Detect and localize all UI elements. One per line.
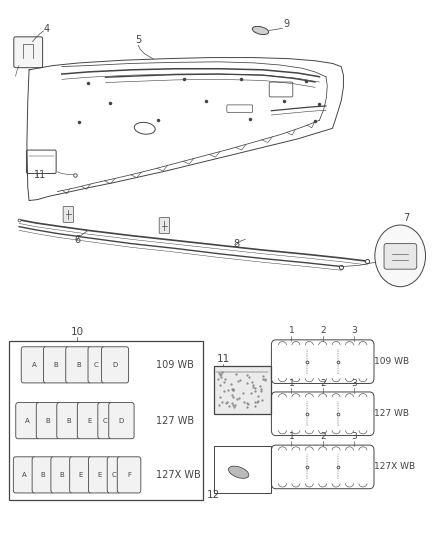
Text: D: D bbox=[113, 362, 118, 368]
Text: A: A bbox=[22, 472, 27, 478]
Text: 3: 3 bbox=[351, 378, 357, 387]
FancyBboxPatch shape bbox=[70, 457, 92, 493]
FancyBboxPatch shape bbox=[63, 206, 74, 222]
FancyBboxPatch shape bbox=[14, 37, 42, 68]
FancyBboxPatch shape bbox=[32, 457, 54, 493]
Text: 12: 12 bbox=[207, 490, 220, 500]
Text: D: D bbox=[119, 418, 124, 424]
Text: 11: 11 bbox=[217, 354, 230, 364]
Text: C: C bbox=[94, 362, 99, 368]
Ellipse shape bbox=[229, 466, 249, 478]
Text: 109 WB: 109 WB bbox=[155, 360, 194, 370]
Text: 1: 1 bbox=[289, 327, 294, 335]
FancyBboxPatch shape bbox=[57, 402, 81, 439]
Text: E: E bbox=[78, 472, 83, 478]
Text: 3: 3 bbox=[351, 327, 357, 335]
Text: A: A bbox=[32, 362, 36, 368]
Text: 2: 2 bbox=[320, 378, 325, 387]
Text: 9: 9 bbox=[284, 19, 290, 29]
FancyBboxPatch shape bbox=[88, 347, 105, 383]
FancyBboxPatch shape bbox=[88, 457, 110, 493]
FancyBboxPatch shape bbox=[159, 217, 170, 233]
Text: A: A bbox=[25, 418, 30, 424]
FancyBboxPatch shape bbox=[78, 402, 101, 439]
Circle shape bbox=[375, 225, 426, 287]
Text: 5: 5 bbox=[135, 35, 141, 45]
Text: 10: 10 bbox=[71, 327, 84, 336]
FancyBboxPatch shape bbox=[117, 457, 141, 493]
FancyBboxPatch shape bbox=[214, 367, 271, 414]
Text: B: B bbox=[54, 362, 59, 368]
Text: 11: 11 bbox=[34, 170, 46, 180]
Text: 1: 1 bbox=[289, 378, 294, 387]
Text: B: B bbox=[41, 472, 46, 478]
FancyBboxPatch shape bbox=[98, 402, 112, 439]
Text: 127 WB: 127 WB bbox=[155, 416, 194, 426]
Text: 2: 2 bbox=[320, 432, 325, 441]
Text: C: C bbox=[102, 418, 107, 424]
Text: 7: 7 bbox=[403, 213, 409, 223]
FancyBboxPatch shape bbox=[107, 457, 120, 493]
Ellipse shape bbox=[252, 27, 268, 35]
FancyBboxPatch shape bbox=[16, 402, 39, 439]
FancyBboxPatch shape bbox=[43, 347, 69, 383]
FancyBboxPatch shape bbox=[51, 457, 73, 493]
Text: E: E bbox=[97, 472, 102, 478]
FancyBboxPatch shape bbox=[13, 457, 35, 493]
Text: B: B bbox=[76, 362, 81, 368]
Text: B: B bbox=[60, 472, 64, 478]
Text: 2: 2 bbox=[320, 327, 325, 335]
Text: 127X WB: 127X WB bbox=[155, 470, 201, 480]
Text: 3: 3 bbox=[351, 432, 357, 441]
Text: 109 WB: 109 WB bbox=[374, 357, 409, 366]
Text: B: B bbox=[66, 418, 71, 424]
Text: C: C bbox=[111, 472, 116, 478]
Text: 8: 8 bbox=[233, 239, 240, 249]
Text: 4: 4 bbox=[43, 25, 49, 35]
Text: B: B bbox=[46, 418, 50, 424]
Text: 127X WB: 127X WB bbox=[374, 463, 415, 471]
Text: 1: 1 bbox=[289, 432, 294, 441]
Text: 127 WB: 127 WB bbox=[374, 409, 409, 418]
Text: 6: 6 bbox=[74, 235, 80, 245]
FancyBboxPatch shape bbox=[21, 347, 46, 383]
FancyBboxPatch shape bbox=[384, 244, 417, 269]
FancyBboxPatch shape bbox=[102, 347, 129, 383]
Text: E: E bbox=[87, 418, 91, 424]
FancyBboxPatch shape bbox=[66, 347, 91, 383]
Text: F: F bbox=[127, 472, 131, 478]
FancyBboxPatch shape bbox=[109, 402, 134, 439]
FancyBboxPatch shape bbox=[36, 402, 60, 439]
